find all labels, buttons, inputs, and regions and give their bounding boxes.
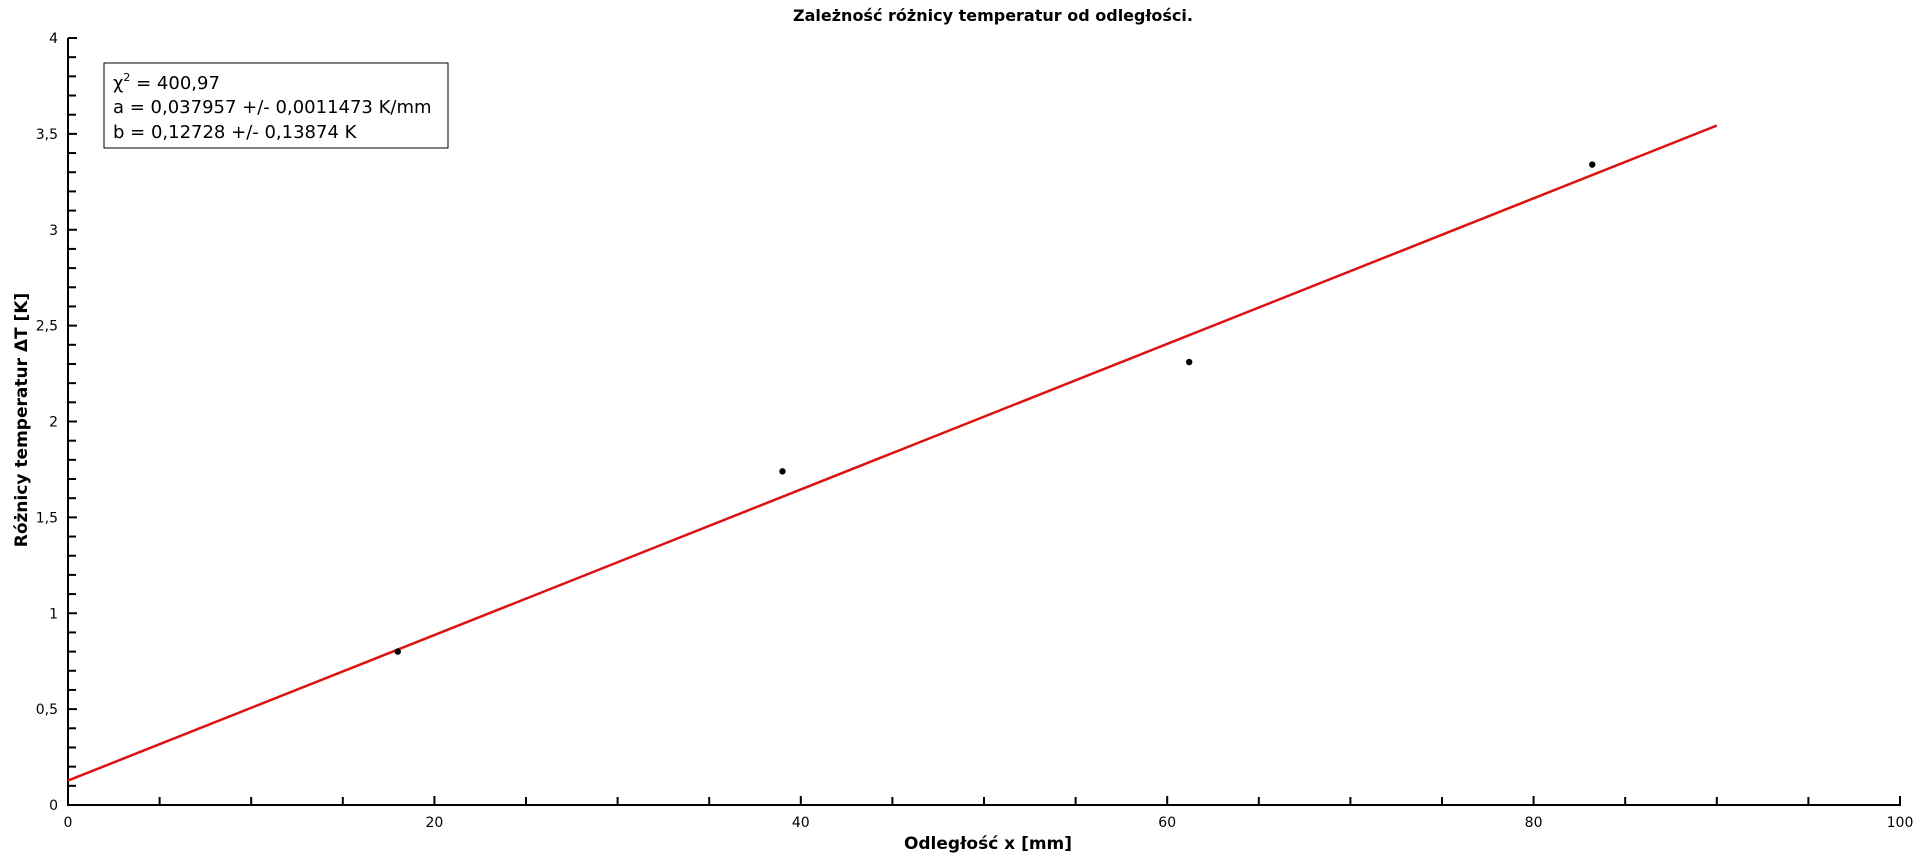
fit-line — [67, 124, 1718, 782]
x-axis-title: Odległość x [mm] — [904, 834, 1072, 854]
y-axis-title: Różnicy temperatur ΔT [K] — [12, 293, 32, 548]
y-ticks: 0 0,5 1 1,5 2 2,5 3 3,5 4 — [36, 31, 77, 814]
y-tick-label: 0 — [49, 798, 58, 814]
legend-chi-symbol: χ — [113, 73, 123, 94]
fit-legend: χ2 = 400,97 a = 0,037957 +/- 0,0011473 K… — [103, 62, 449, 149]
legend-chi-line: χ2 = 400,97 — [113, 71, 220, 94]
x-tick-label: 20 — [425, 815, 443, 831]
x-tick-label: 60 — [1158, 815, 1176, 831]
legend-chi-value: = 400,97 — [130, 73, 220, 94]
legend-chi-sup: 2 — [123, 71, 130, 84]
y-tick-label: 0,5 — [36, 702, 58, 718]
y-tick-label: 3,5 — [36, 127, 58, 143]
points-layer — [394, 161, 1596, 655]
legend-box — [103, 62, 449, 149]
x-ticks: 0 20 40 60 80 100 — [64, 796, 1914, 831]
axes: 0 20 40 60 80 100 0 0,5 1 1,5 2 2,5 3 3,5 4 — [36, 31, 1914, 831]
y-tick-label: 3 — [49, 223, 58, 239]
y-tick-label: 2 — [49, 415, 58, 431]
x-tick-label: 40 — [792, 815, 810, 831]
y-tick-label: 1 — [49, 606, 58, 622]
data-point — [779, 468, 786, 475]
x-tick-label: 0 — [64, 815, 73, 831]
y-tick-label: 4 — [49, 31, 58, 47]
y-tick-label: 2,5 — [36, 319, 58, 335]
y-tick-label: 1,5 — [36, 510, 58, 526]
x-tick-label: 80 — [1525, 815, 1543, 831]
legend-b-line: b = 0,12728 +/- 0,13874 K — [113, 122, 358, 143]
legend-a-line: a = 0,037957 +/- 0,0011473 K/mm — [113, 97, 432, 118]
x-tick-label: 100 — [1887, 815, 1914, 831]
data-point — [1185, 358, 1193, 366]
data-point — [394, 648, 401, 655]
data-point — [1589, 161, 1596, 168]
chart-title: Zależność różnicy temperatur od odległoś… — [793, 6, 1193, 25]
fit-layer — [67, 124, 1718, 782]
